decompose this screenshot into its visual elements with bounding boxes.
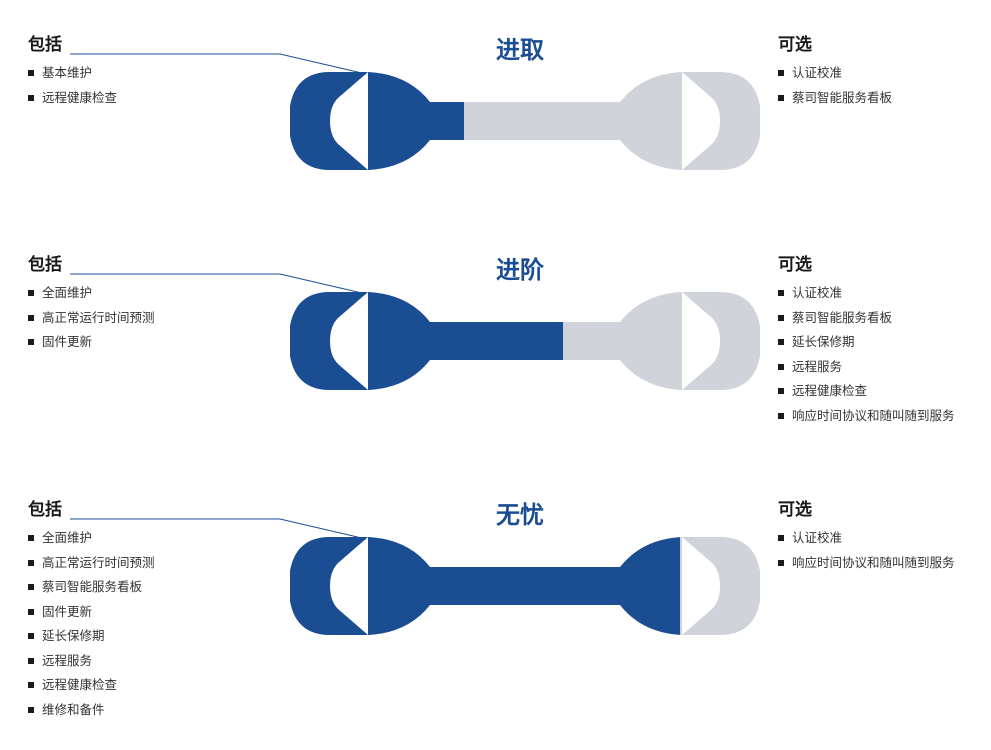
included-list: 基本维护远程健康检查 <box>28 65 258 107</box>
list-item: 认证校准 <box>778 285 978 303</box>
optional-column: 可选认证校准蔡司智能服务看板延长保修期远程服务远程健康检查响应时间协议和随叫随到… <box>778 250 978 432</box>
included-heading: 包括 <box>28 250 258 275</box>
included-column: 包括基本维护远程健康检查 <box>28 30 258 114</box>
optional-heading: 可选 <box>778 495 978 520</box>
list-item: 延长保修期 <box>778 334 978 352</box>
wrench-icon <box>290 286 760 396</box>
list-item: 远程健康检查 <box>28 677 258 695</box>
included-list: 全面维护高正常运行时间预测蔡司智能服务看板固件更新延长保修期远程服务远程健康检查… <box>28 530 258 719</box>
list-item: 固件更新 <box>28 334 258 352</box>
list-item: 远程健康检查 <box>778 383 978 401</box>
list-item: 维修和备件 <box>28 702 258 720</box>
list-item: 全面维护 <box>28 530 258 548</box>
list-item: 基本维护 <box>28 65 258 83</box>
list-item: 高正常运行时间预测 <box>28 555 258 573</box>
optional-heading: 可选 <box>778 30 978 55</box>
included-column: 包括全面维护高正常运行时间预测固件更新 <box>28 250 258 359</box>
tier-title: 进阶 <box>465 250 575 285</box>
list-item: 延长保修期 <box>28 628 258 646</box>
list-item: 蔡司智能服务看板 <box>28 579 258 597</box>
optional-list: 认证校准蔡司智能服务看板延长保修期远程服务远程健康检查响应时间协议和随叫随到服务 <box>778 285 978 425</box>
included-column: 包括全面维护高正常运行时间预测蔡司智能服务看板固件更新延长保修期远程服务远程健康… <box>28 495 258 726</box>
list-item: 远程服务 <box>778 359 978 377</box>
list-item: 高正常运行时间预测 <box>28 310 258 328</box>
included-heading: 包括 <box>28 30 258 55</box>
list-item: 固件更新 <box>28 604 258 622</box>
list-item: 全面维护 <box>28 285 258 303</box>
list-item: 响应时间协议和随叫随到服务 <box>778 408 978 426</box>
wrench-icon <box>290 531 760 641</box>
included-heading: 包括 <box>28 495 258 520</box>
list-item: 认证校准 <box>778 65 978 83</box>
list-item: 蔡司智能服务看板 <box>778 310 978 328</box>
list-item: 远程服务 <box>28 653 258 671</box>
optional-column: 可选认证校准响应时间协议和随叫随到服务 <box>778 495 978 579</box>
optional-column: 可选认证校准蔡司智能服务看板 <box>778 30 978 114</box>
list-item: 响应时间协议和随叫随到服务 <box>778 555 978 573</box>
list-item: 蔡司智能服务看板 <box>778 90 978 108</box>
wrench-icon <box>290 66 760 176</box>
tier-title: 进取 <box>465 30 575 65</box>
tier-title: 无忧 <box>465 495 575 530</box>
optional-list: 认证校准蔡司智能服务看板 <box>778 65 978 107</box>
list-item: 远程健康检查 <box>28 90 258 108</box>
optional-heading: 可选 <box>778 250 978 275</box>
list-item: 认证校准 <box>778 530 978 548</box>
optional-list: 认证校准响应时间协议和随叫随到服务 <box>778 530 978 572</box>
included-list: 全面维护高正常运行时间预测固件更新 <box>28 285 258 352</box>
